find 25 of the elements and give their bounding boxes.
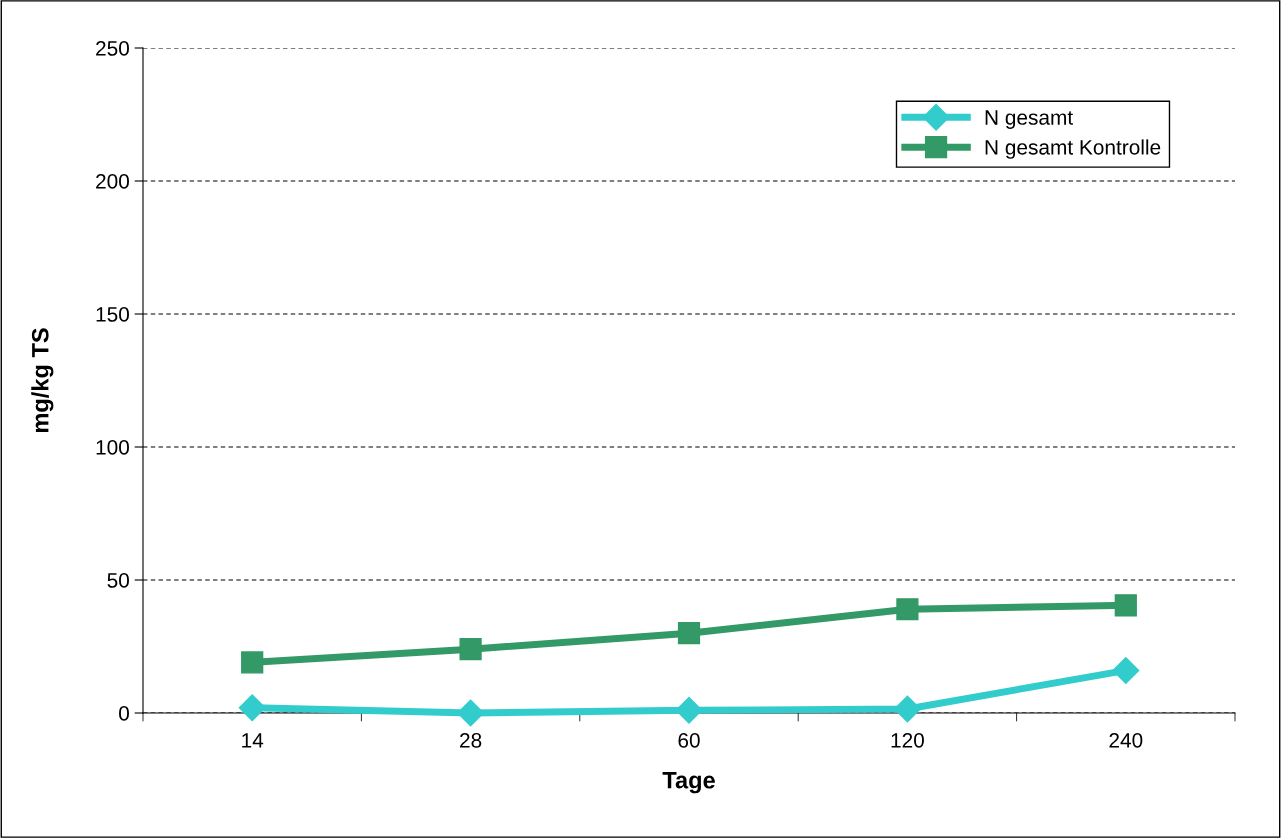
point	[893, 695, 921, 723]
x-tick-label: 120	[891, 732, 924, 748]
point	[238, 694, 266, 722]
point	[459, 638, 482, 661]
y-tick-label: 150	[96, 307, 129, 322]
point	[241, 651, 264, 674]
point	[457, 699, 485, 727]
y-tick-label: 200	[96, 174, 129, 189]
x-tick-label: 28	[460, 732, 482, 748]
legend-label: N gesamt	[985, 110, 1073, 129]
x-tick-label: 60	[678, 732, 700, 748]
x-tick-label: 14	[242, 733, 264, 748]
point	[1112, 656, 1140, 684]
point	[675, 696, 703, 724]
x-tick-label: 240	[1109, 732, 1143, 748]
y-tick-label: 250	[96, 41, 129, 56]
y-tick-label: 0	[119, 706, 129, 721]
x-axis-title: Tage	[662, 772, 715, 794]
point	[1114, 594, 1137, 617]
y-tick-label: 100	[96, 440, 129, 455]
y-tick-label: 50	[107, 573, 129, 588]
point	[677, 622, 701, 645]
y-axis-title: mg/kg TS	[31, 328, 54, 433]
legend-label: N gesamt Kontrolle	[985, 139, 1161, 159]
point	[896, 598, 919, 621]
